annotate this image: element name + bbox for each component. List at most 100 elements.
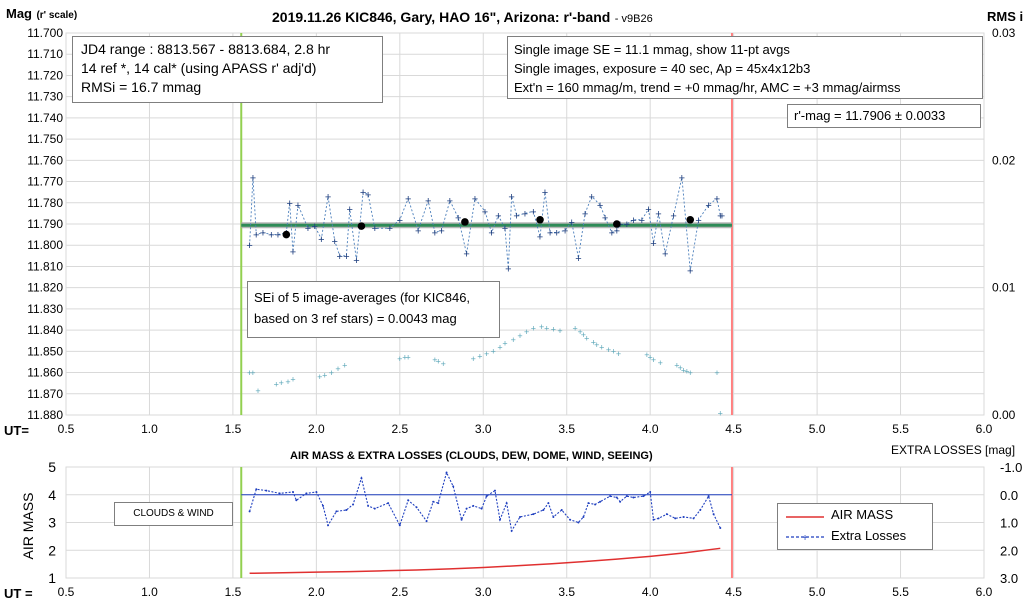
x-tick-label: 3.0	[475, 422, 492, 436]
rms-point: +	[584, 334, 589, 344]
y-tick-label: 11.760	[27, 153, 63, 167]
lower-y2-tick-label: 1.0	[1000, 516, 1018, 531]
extra-losses-point	[398, 524, 401, 527]
measurement-point: +	[670, 211, 676, 223]
measurement-point: +	[337, 251, 343, 263]
measurement-point: +	[547, 227, 553, 239]
measurement-point: +	[472, 194, 478, 206]
rms-point: +	[658, 358, 663, 368]
lower-title: AIR MASS & EXTRA LOSSES (CLOUDS, DEW, DO…	[290, 450, 653, 462]
extra-losses-point	[542, 509, 545, 512]
average-point	[357, 222, 366, 230]
rms-point: +	[577, 327, 582, 337]
extra-losses-point	[407, 499, 410, 502]
extra-losses-point	[582, 515, 585, 518]
rms-point: +	[342, 360, 347, 370]
rms-point: +	[674, 360, 679, 370]
extra-losses-point	[569, 518, 572, 521]
measurement-point: +	[447, 196, 453, 208]
extra-losses-axis-label: EXTRA LOSSES [mag]	[891, 443, 1016, 457]
measurement-point: +	[505, 264, 511, 276]
measurement-point: +	[495, 211, 501, 223]
y-tick-label: 11.790	[27, 217, 63, 231]
extra-losses-point	[452, 485, 455, 488]
measurement-point: +	[463, 249, 469, 261]
rms-point: +	[497, 343, 502, 353]
rms-point: +	[329, 368, 334, 378]
measurement-point: +	[432, 227, 438, 239]
measurement-point: +	[630, 215, 636, 227]
rms-point: +	[678, 363, 683, 373]
extra-losses-point	[594, 503, 597, 506]
rms-point: +	[524, 327, 529, 337]
extra-losses-point	[278, 492, 281, 495]
main-title: 2019.11.26 KIC846, Gary, HAO 16", Arizon…	[272, 9, 653, 27]
measurement-point: +	[562, 225, 568, 237]
info-right-line-2: Single images, exposure = 40 sec, Ap = 4…	[514, 61, 811, 76]
y-tick-label: 11.830	[27, 302, 63, 316]
measurement-point: +	[318, 234, 324, 246]
measurement-point: +	[325, 191, 331, 203]
extra-losses-point	[335, 510, 338, 513]
measurement-point: +	[425, 196, 431, 208]
info-right-line-3: Ext'n = 160 mmag/m, trend = +0 mmag/hr, …	[514, 80, 901, 95]
rms-point: +	[397, 354, 402, 364]
y-tick-label: 11.860	[27, 366, 63, 380]
rms-point: +	[491, 346, 496, 356]
measurement-point: +	[253, 230, 259, 242]
y-tick-label: 11.710	[27, 47, 63, 61]
x-tick-label: 6.0	[976, 422, 993, 436]
measurement-point: +	[582, 208, 588, 220]
lower-y-tick-label: 2	[48, 542, 56, 558]
measurement-point: +	[246, 240, 252, 252]
main-title-text: 2019.11.26 KIC846, Gary, HAO 16", Arizon…	[272, 9, 611, 25]
rms-point: +	[544, 323, 549, 333]
measurement-point: +	[655, 208, 661, 220]
info-right-line-1: Single image SE = 11.1 mmag, show 11-pt …	[514, 42, 790, 57]
extra-losses-point	[345, 509, 348, 512]
result-box: r'-mag = 11.7906 ± 0.0033	[787, 104, 981, 128]
lower-x-axis-label: UT =	[4, 586, 33, 601]
extra-losses-point	[465, 507, 468, 510]
measurement-point: +	[609, 227, 615, 239]
rms-point: +	[477, 351, 482, 361]
rms-point: +	[651, 355, 656, 365]
lower-x-tick-label: 1.0	[141, 585, 158, 599]
y-tick-label: 11.880	[27, 408, 63, 422]
measurement-point: +	[250, 172, 256, 184]
extra-losses-point	[642, 495, 645, 498]
lower-x-tick-label: 5.0	[809, 585, 826, 599]
measurement-point: +	[508, 191, 514, 203]
rms-point: +	[436, 357, 441, 367]
lower-x-tick-label: 1.5	[225, 585, 242, 599]
measurement-point: +	[553, 227, 559, 239]
extra-losses-point	[692, 517, 695, 520]
measurement-point: +	[639, 215, 645, 227]
y-tick-label: 11.850	[27, 344, 63, 358]
x-tick-label: 5.5	[892, 422, 909, 436]
x-tick-label: 1.5	[225, 422, 242, 436]
rms-point: +	[539, 322, 544, 332]
lower-y-tick-label: 5	[48, 459, 56, 475]
extra-losses-point	[632, 496, 635, 499]
measurement-point: +	[438, 225, 444, 237]
svg-text:+: +	[802, 533, 808, 544]
rms-point: +	[684, 367, 689, 377]
lower-x-tick-label: 0.5	[58, 585, 75, 599]
lower-x-tick-label: 5.5	[892, 585, 909, 599]
measurement-point: +	[295, 200, 301, 212]
measurement-point: +	[695, 215, 701, 227]
measurement-point: +	[387, 223, 393, 235]
measurement-point: +	[597, 200, 603, 212]
extra-losses-point	[425, 520, 428, 523]
rms-point: +	[688, 368, 693, 378]
info-box-right: Single image SE = 11.1 mmag, show 11-pt …	[507, 36, 983, 99]
info-box-left: JD4 range : 8813.567 - 8813.684, 2.8 hr …	[72, 36, 383, 103]
extra-losses-point	[625, 495, 628, 498]
y-tick-label: 11.730	[27, 90, 63, 104]
y-tick-label: 11.750	[27, 132, 63, 146]
rms-point: +	[250, 368, 255, 378]
extra-losses-point	[712, 513, 715, 516]
rms-point: +	[572, 323, 577, 333]
